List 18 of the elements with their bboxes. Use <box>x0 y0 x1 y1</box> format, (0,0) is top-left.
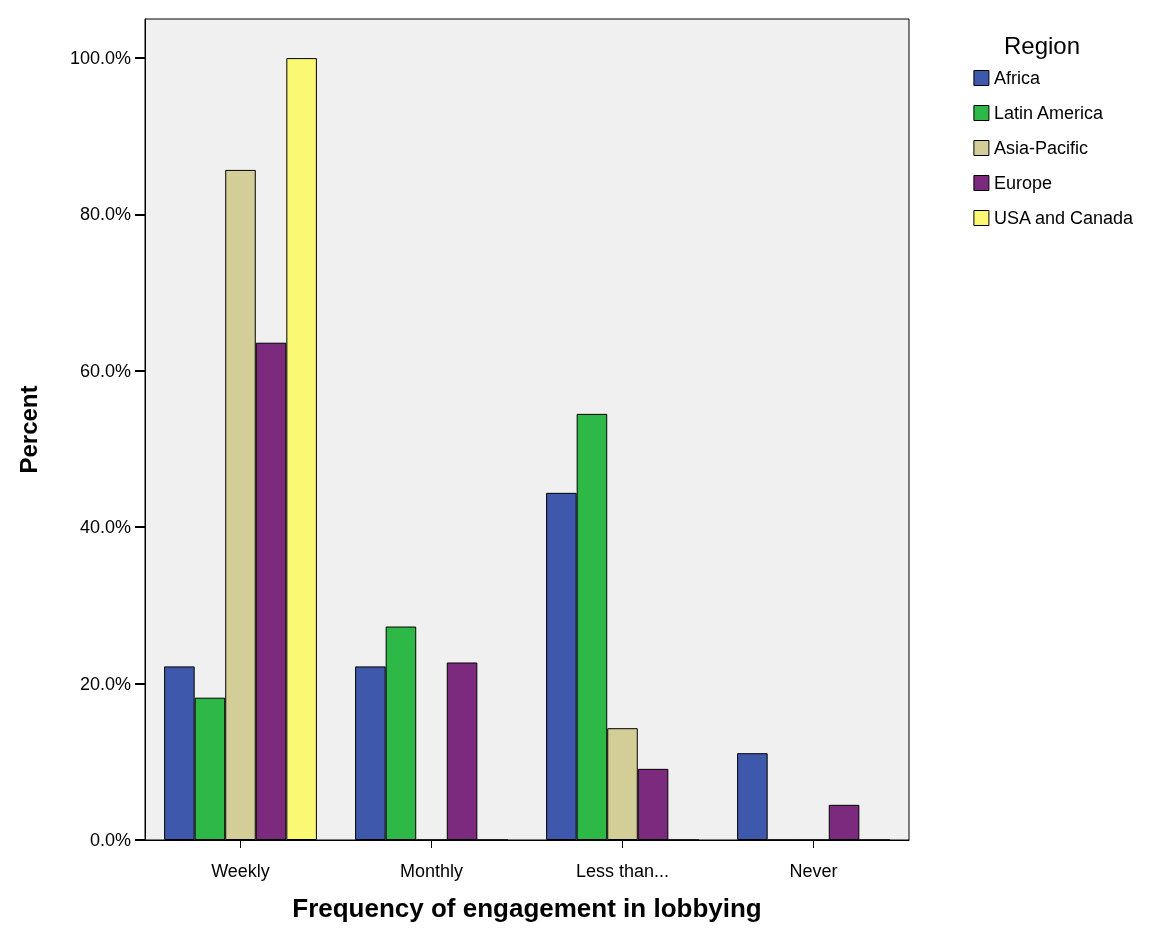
legend-label: Africa <box>993 68 1041 88</box>
legend-label: Latin America <box>993 103 1104 123</box>
legend-label: Europe <box>993 173 1052 193</box>
y-tick-label: 40.0% <box>79 517 131 538</box>
y-axis-title: Percent <box>14 385 42 474</box>
x-axis-title: Frequency of engagement in lobbying <box>292 893 762 923</box>
y-tick-label: 0.0% <box>89 830 131 850</box>
x-tick-label: Less than... <box>575 861 670 881</box>
legend-label: Asia-Pacific <box>993 138 1088 158</box>
y-tick-label: 80.0% <box>79 204 131 225</box>
y-tick-label: 100.0% <box>69 48 131 69</box>
legend-label: USA and Canada <box>993 208 1134 228</box>
y-tick-label: 20.0% <box>79 673 131 694</box>
x-tick-label: Never <box>789 861 838 881</box>
x-tick-label: Weekly <box>211 861 270 881</box>
x-tick-label: Monthly <box>399 861 464 881</box>
y-tick-label: 60.0% <box>79 360 131 381</box>
legend-title: Region <box>1003 31 1081 59</box>
